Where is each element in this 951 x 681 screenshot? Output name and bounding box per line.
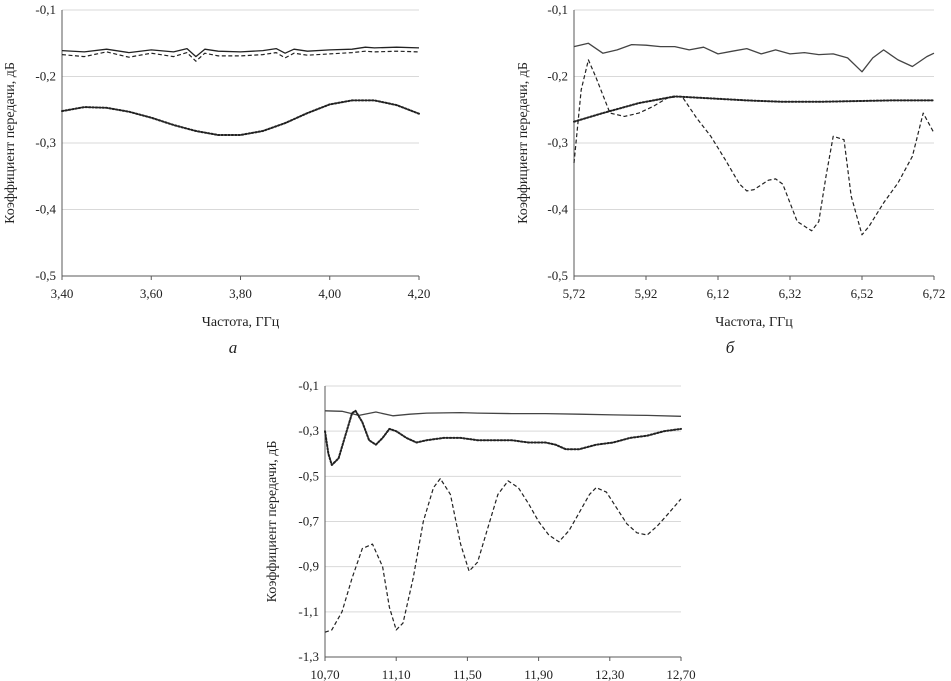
x-tick-label: 5,92 [635, 286, 658, 301]
y-tick-label: -1,3 [298, 649, 319, 664]
x-tick-label: 3,60 [140, 286, 163, 301]
series-line-dashed [573, 59, 935, 236]
x-tick-label: 6,12 [707, 286, 730, 301]
series-line-solid [61, 46, 420, 58]
x-tick-label: 4,00 [318, 286, 341, 301]
y-tick-label: -0,4 [35, 202, 56, 217]
x-tick-label: 6,72 [923, 286, 946, 301]
y-axis-title: Коэффициент передачи, дБ [265, 441, 280, 603]
chart-panel-b: -0,1 -0,2 -0,3 -0,4 -0,5 5,72 5,92 6,12 6,32 6,52… [516, 2, 945, 357]
y-tick-label: -0,3 [35, 135, 56, 150]
y-tick-label: -0,3 [547, 135, 568, 150]
x-tick-label: 11,50 [453, 667, 482, 681]
x-tick-label: 4,20 [408, 286, 431, 301]
y-tick-label: -0,5 [547, 268, 568, 283]
x-tick-label: 11,90 [524, 667, 553, 681]
chart-panel-c: -0,1 -0,3 -0,5 -0,7 -0,9 -1,1 -1,3 10,70 11,10 11… [265, 378, 696, 681]
series-line-dotted [324, 409, 682, 466]
y-tick-label: -0,4 [547, 202, 568, 217]
x-tick-label: 3,40 [51, 286, 74, 301]
x-tick-label: 12,70 [666, 667, 695, 681]
y-axis-title: Коэффициент передачи, дБ [3, 62, 18, 224]
panel-caption: б [726, 338, 735, 357]
x-tick-label: 5,72 [563, 286, 586, 301]
series-line-solid [573, 42, 935, 73]
series-line-dashed [324, 478, 682, 633]
y-tick-label: -0,2 [547, 69, 568, 84]
y-tick-label: -0,1 [298, 378, 319, 393]
x-tick-label: 6,32 [779, 286, 802, 301]
y-tick-label: -1,1 [298, 604, 319, 619]
panel-caption: а [229, 338, 238, 357]
y-tick-label: -0,7 [298, 514, 319, 529]
x-axis-title: Частота, ГГц [202, 315, 280, 330]
y-tick-label: -0,1 [547, 2, 568, 17]
x-tick-label: 6,52 [851, 286, 874, 301]
x-tick-label: 12,30 [595, 667, 624, 681]
y-tick-label: -0,1 [35, 2, 56, 17]
series-line-dotted [573, 95, 935, 123]
y-tick-label: -0,5 [298, 468, 319, 483]
series-line-solid [324, 410, 682, 417]
y-tick-label: -0,3 [298, 423, 319, 438]
y-tick-label: -0,2 [35, 69, 56, 84]
series-line-dashed [61, 50, 420, 62]
y-tick-label: -0,9 [298, 559, 319, 574]
y-tick-label: -0,5 [35, 268, 56, 283]
chart-panel-a: -0,1 -0,2 -0,3 -0,4 -0,5 3,40 3,60 3,80 4,00 4,20… [3, 2, 430, 357]
x-axis-title: Частота, ГГц [715, 315, 793, 330]
x-tick-label: 11,10 [382, 667, 411, 681]
x-tick-label: 10,70 [310, 667, 339, 681]
series-line-dotted [61, 99, 420, 136]
x-tick-label: 3,80 [229, 286, 252, 301]
y-axis-title: Коэффициент передачи, дБ [516, 62, 531, 224]
